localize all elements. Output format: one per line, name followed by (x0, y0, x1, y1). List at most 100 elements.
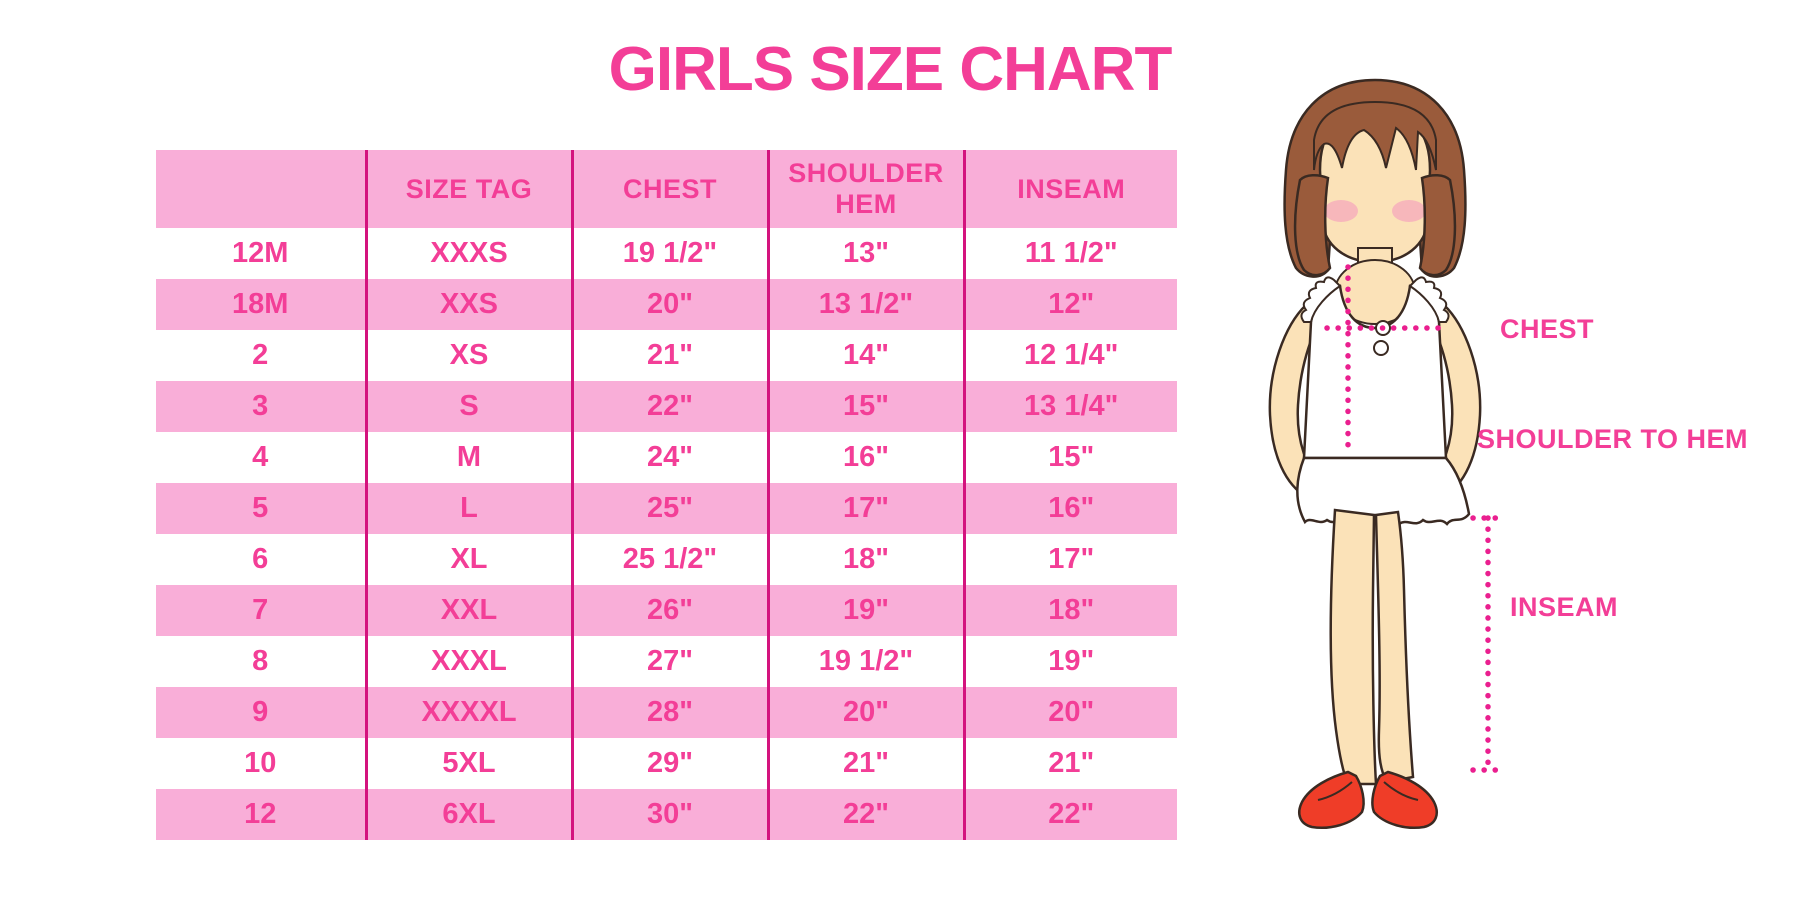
table-cell: 5 (156, 483, 366, 534)
table-cell: 18" (766, 534, 964, 585)
table-cell: 18" (962, 585, 1177, 636)
table-cell: 19 1/2" (766, 636, 964, 687)
hair-flap-left (1293, 174, 1332, 277)
table-cell: 24" (570, 432, 768, 483)
hair-flap-right (1418, 174, 1457, 277)
table-cell: 6XL (364, 789, 572, 840)
table-cell: 13 1/4" (962, 381, 1177, 432)
table-cell: 14" (766, 330, 964, 381)
table-cell: 5XL (364, 738, 572, 789)
table-row: 8 XXXL 27" 19 1/2" 19" (156, 636, 1177, 687)
blush-right (1392, 200, 1426, 222)
table-body: 12M XXXS 19 1/2" 13" 11 1/2" 18M XXS 20" 13 1/2"… (156, 228, 1177, 840)
table-row: 2 XS 21" 14" 12 1/4" (156, 330, 1177, 381)
table-cell: 13" (766, 228, 964, 279)
table-cell: XXXXL (364, 687, 572, 738)
chest-measurement-label: CHEST (1500, 314, 1595, 344)
table-row: 7 XXL 26" 19" 18" (156, 585, 1177, 636)
blush-left (1324, 200, 1358, 222)
table-cell: XXS (364, 279, 572, 330)
table-cell: 21" (766, 738, 964, 789)
table-cell: 12 (156, 789, 366, 840)
table-row: 18M XXS 20" 13 1/2" 12" (156, 279, 1177, 330)
table-cell: 9 (156, 687, 366, 738)
table-cell: 15" (962, 432, 1177, 483)
table-cell: 7 (156, 585, 366, 636)
table-row: 9 XXXXL 28" 20" 20" (156, 687, 1177, 738)
table-cell: XS (364, 330, 572, 381)
table-row: 12M XXXS 19 1/2" 13" 11 1/2" (156, 228, 1177, 279)
shoulder-to-hem-measurement-label: SHOULDER TO HEM (1477, 424, 1749, 454)
table-cell: 2 (252, 339, 269, 371)
table-cell: 29" (570, 738, 768, 789)
table-cell: 20" (570, 279, 768, 330)
shoulder-ruffle-right (1408, 276, 1450, 323)
table-cell: XL (364, 534, 572, 585)
shoe-right (1371, 770, 1438, 829)
table-header: SIZE TAG CHEST SHOULDER HEM INSEAM (156, 150, 1177, 228)
table-cell: 21" (570, 330, 768, 381)
table-cell: 30" (570, 789, 768, 840)
table-cell: 27" (570, 636, 768, 687)
leg-left (1329, 508, 1378, 786)
table-cell: 8 (252, 645, 269, 677)
table-row: 5 L 25" 17" 16" (156, 483, 1177, 534)
table-row: 12 6XL 30" 22" 22" (156, 789, 1177, 840)
table-cell: 19" (766, 585, 964, 636)
column-header (156, 150, 366, 228)
table-cell: 25 1/2" (570, 534, 768, 585)
bangs (1313, 100, 1437, 171)
table-row: 10 5XL 29" 21" 21" (156, 738, 1177, 789)
girl-illustration (1268, 78, 1506, 829)
shoe-strap-left (1317, 781, 1353, 801)
table-cell: 4 (252, 441, 269, 473)
table-cell: 12M (232, 237, 289, 269)
table-cell: 6 (252, 543, 269, 575)
table-cell: 25" (570, 483, 768, 534)
column-header: SIZE TAG (364, 150, 572, 228)
column-header: INSEAM (962, 150, 1177, 228)
table-cell: XXXS (364, 228, 572, 279)
shoe-left (1298, 770, 1365, 829)
table-cell: XXXL (364, 636, 572, 687)
size-chart-table: SIZE TAG CHEST SHOULDER HEM INSEAM 12M XXXS 1… (156, 150, 1177, 840)
header-row: SIZE TAG CHEST SHOULDER HEM INSEAM (156, 150, 1177, 228)
table-cell: 18M (156, 279, 366, 330)
table-row: 3 S 22" 15" 13 1/4" (156, 381, 1177, 432)
table-cell: 26" (570, 585, 768, 636)
shoulder-ruffle-left (1300, 276, 1342, 323)
table-cell: 22" (570, 381, 768, 432)
table-cell: 17" (962, 534, 1177, 585)
table-cell: 22" (962, 789, 1177, 840)
table-cell: 13 1/2" (766, 279, 964, 330)
column-header: SHOULDER HEM (766, 150, 964, 228)
button-bottom (1373, 340, 1389, 356)
table-cell: M (364, 432, 572, 483)
table-cell: 16" (766, 432, 964, 483)
table-cell: XXL (364, 585, 572, 636)
table-row: 4 M 24" 16" 15" (156, 432, 1177, 483)
table-cell: 19" (962, 636, 1177, 687)
table-cell: 15" (766, 381, 964, 432)
table-cell: S (364, 381, 572, 432)
table-cell: 21" (962, 738, 1177, 789)
table-row: 6 XL 25 1/2" 18" 17" (156, 534, 1177, 585)
table-cell: 20" (962, 687, 1177, 738)
table-cell: 28" (570, 687, 768, 738)
shoe-strap-right (1383, 781, 1419, 801)
inseam-measurement-label: INSEAM (1510, 592, 1619, 622)
table-cell: 16" (962, 483, 1177, 534)
table-cell: 19 1/2" (570, 228, 768, 279)
table-cell: 12 1/4" (962, 330, 1177, 381)
table-cell: 20" (766, 687, 964, 738)
page-title: GIRLS SIZE CHART (608, 35, 1173, 104)
table-cell: 22" (766, 789, 964, 840)
table-cell: 11 1/2" (962, 228, 1177, 279)
table-cell: 10 (244, 747, 277, 779)
table-cell: 12" (962, 279, 1177, 330)
table-cell: 17" (766, 483, 964, 534)
leg-right (1374, 510, 1415, 784)
table-cell: L (364, 483, 572, 534)
table-cell: 3 (156, 381, 366, 432)
column-header: CHEST (570, 150, 768, 228)
